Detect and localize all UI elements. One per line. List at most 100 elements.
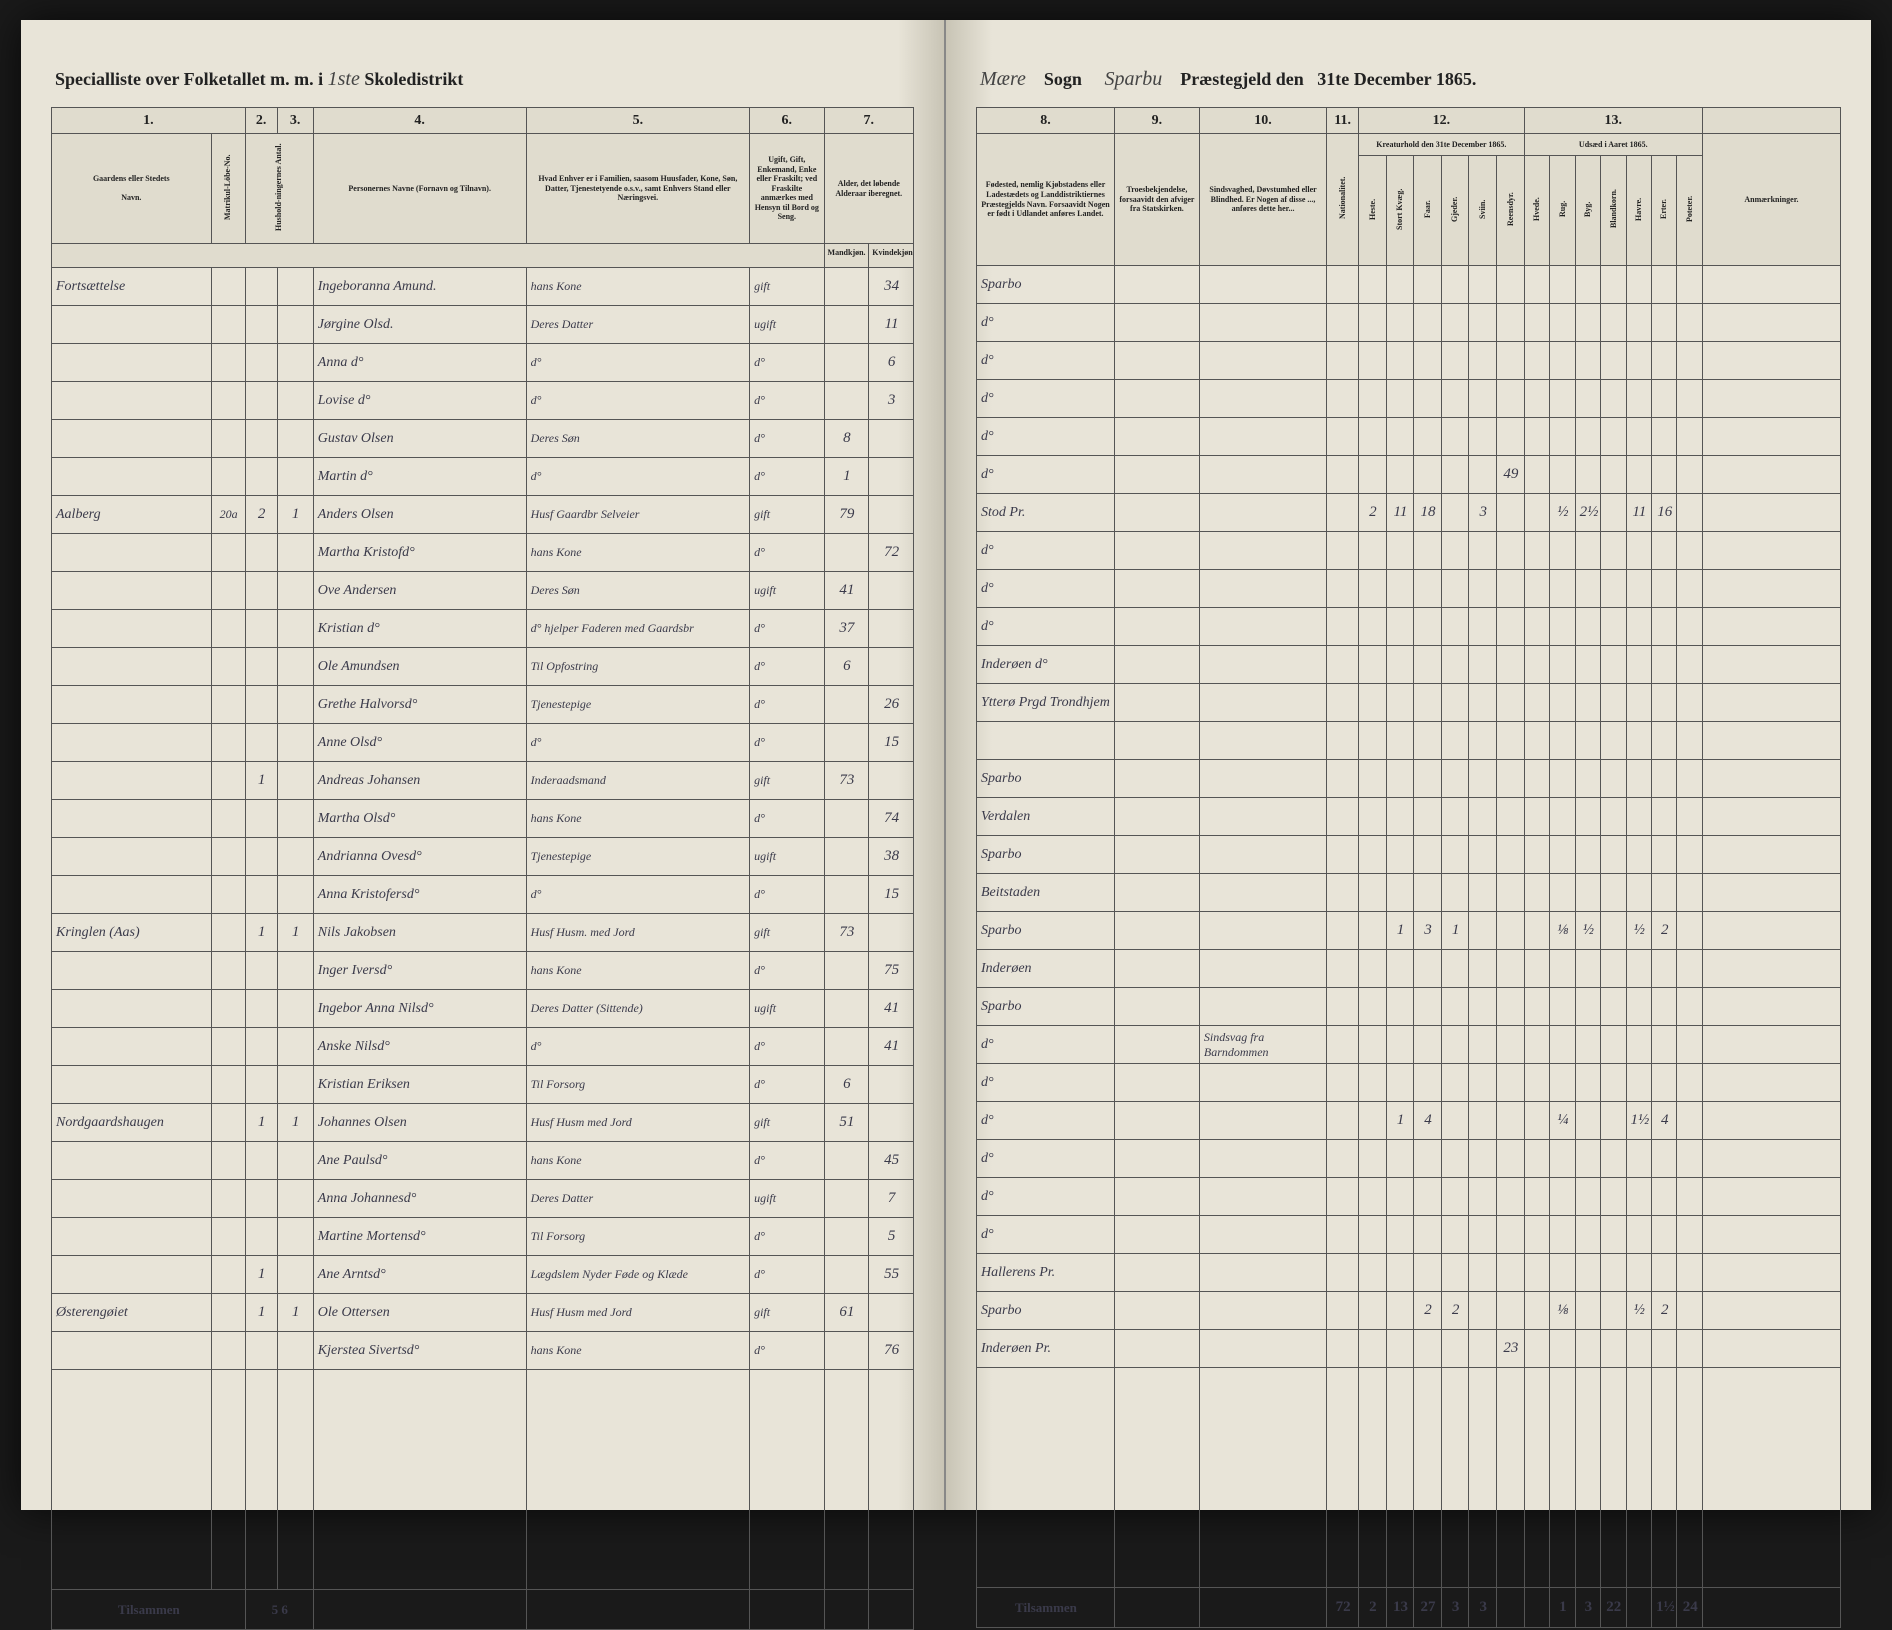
cell [1199,456,1326,494]
cell: 1 [245,1104,277,1142]
sub-birthplace: Fødested, nemlig Kjøbstadens eller Lades… [977,134,1115,266]
cell [1550,1178,1575,1216]
sub-hvede: Hvede. [1524,156,1549,266]
cell [1652,608,1677,646]
cell [1601,532,1626,570]
cell [1414,456,1442,494]
cell: 72 [869,534,914,572]
cell [52,876,212,914]
sub-nation: Nationalitet. [1327,134,1359,266]
cell: d° [977,1178,1115,1216]
cell [1359,456,1387,494]
cell: 11 [1386,494,1414,532]
cell [1677,494,1702,532]
cell [1386,266,1414,304]
cell [1469,1330,1497,1368]
cell [1114,570,1199,608]
cell [1497,1216,1525,1254]
table-row: Ingebor Anna Nilsd°Deres Datter (Sittend… [52,990,914,1028]
cell: d° [977,532,1115,570]
cell: 2 [1652,912,1677,950]
cell [1441,570,1469,608]
cell [824,268,869,306]
cell [1550,798,1575,836]
cell [211,800,245,838]
cell [1114,608,1199,646]
cell [1441,874,1469,912]
cell [1524,760,1549,798]
cell [1469,1292,1497,1330]
cell [1524,988,1549,1026]
cell [1677,570,1702,608]
table-row: Ane Paulsd°hans Koned°45 [52,1142,914,1180]
cell [824,724,869,762]
sub-pers: Personernes Navne (Fornavn og Tilnavn). [313,134,526,244]
cell: Jørgine Olsd. [313,306,526,344]
cell [1601,1254,1626,1292]
cell [1114,532,1199,570]
cell [277,724,313,762]
cell: hans Kone [526,952,749,990]
cell [1441,1102,1469,1140]
cell: hans Kone [526,268,749,306]
cell [1601,494,1626,532]
cell [1702,304,1840,342]
cell [1677,1102,1702,1140]
cell [1386,646,1414,684]
cell [1601,1026,1626,1064]
cell: 18 [1414,494,1442,532]
cell [52,534,212,572]
cell [1601,798,1626,836]
cell [1327,1254,1359,1292]
cell [1327,304,1359,342]
cell [1414,532,1442,570]
cell: Ytterø Prgd Trondhjem [977,684,1115,722]
cell [1550,1026,1575,1064]
cell [1359,1292,1387,1330]
cell [1601,266,1626,304]
sub-faith: Troesbekjendelse, forsaavidt den afviger… [1114,134,1199,266]
cell: Johannes Olsen [313,1104,526,1142]
cell [1601,988,1626,1026]
cell [277,1180,313,1218]
cell [1601,456,1626,494]
cell [1469,570,1497,608]
cell [1441,684,1469,722]
cell: d° [977,570,1115,608]
sub-heste: Heste. [1359,156,1387,266]
cell [1114,1292,1199,1330]
cell [1441,760,1469,798]
cell [1497,1140,1525,1178]
sub-creatures: Kreaturhold den 31te December 1865. [1359,134,1525,156]
cell [245,268,277,306]
cell [1327,722,1359,760]
table-row: d° [977,1216,1841,1254]
table-row: Kristian d°d° hjelper Faderen med Gaards… [52,610,914,648]
cell [1550,836,1575,874]
cell [1601,1102,1626,1140]
cell [1524,608,1549,646]
cell [52,1028,212,1066]
cell [824,534,869,572]
cell [1359,1102,1387,1140]
cell: hans Kone [526,800,749,838]
cell [1327,836,1359,874]
cell: Inderøen [977,950,1115,988]
cell [1386,380,1414,418]
cell [1114,418,1199,456]
cell [277,1256,313,1294]
cell: 1 [245,762,277,800]
cell [1386,1330,1414,1368]
cell [1469,456,1497,494]
cell: d° [750,610,824,648]
table-row: d° [977,608,1841,646]
cell: hans Kone [526,534,749,572]
cell [1359,836,1387,874]
cell [1327,1216,1359,1254]
sub-matr: Matrikul-Löbe-No. [211,134,245,244]
deanery-value: Sparbu [1104,68,1162,90]
cell [245,876,277,914]
cell [1702,380,1840,418]
cell [1524,304,1549,342]
cell [52,648,212,686]
